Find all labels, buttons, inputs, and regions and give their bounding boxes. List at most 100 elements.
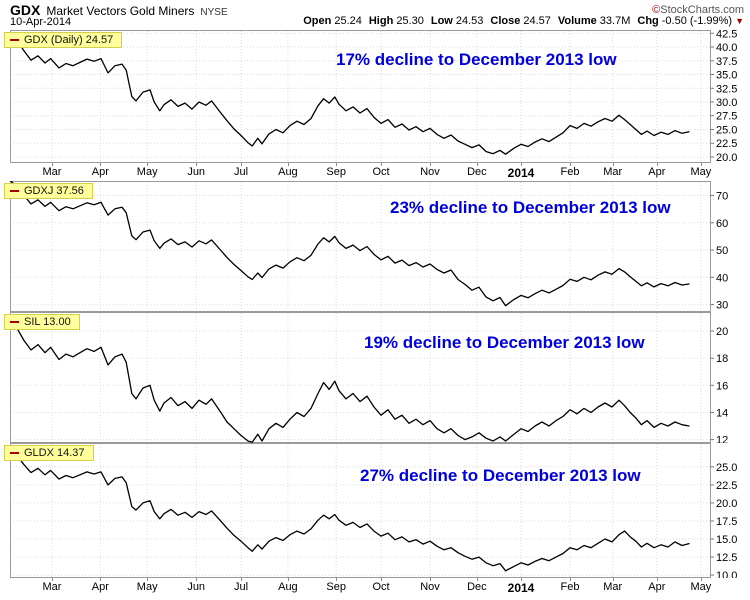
quote-value: 24.53 (455, 15, 484, 27)
quote-label: Low (430, 15, 453, 27)
month-label: Sep (326, 581, 346, 593)
month-label: Jun (187, 166, 206, 178)
svg-text:50: 50 (716, 245, 728, 257)
month-label: Nov (420, 166, 440, 178)
month-label: Dec (467, 166, 487, 178)
svg-text:20.0: 20.0 (716, 498, 737, 510)
x-axis-tick (700, 163, 702, 166)
month-label: Oct (372, 166, 390, 178)
svg-text:14: 14 (716, 408, 728, 420)
x-axis-tick (521, 578, 522, 581)
month-label: May (136, 166, 158, 178)
month-label: Dec (467, 581, 487, 593)
x-axis-tick (612, 578, 614, 581)
month-label: May (690, 166, 712, 178)
price-plot-svg-gdxj: 70 60 50 40 30 (9, 181, 728, 312)
quote-bar: Open 25.24 High 25.30 Low 24.53 Close 24.57 Volu… (296, 15, 744, 27)
ticker-symbol: GDX (10, 2, 41, 18)
month-label: May (690, 581, 712, 593)
svg-text:37.5: 37.5 (716, 56, 737, 68)
month-label: Mar (603, 581, 623, 593)
quote-label: High (368, 15, 394, 27)
svg-text:20: 20 (716, 326, 728, 338)
x-axis-tick (241, 578, 242, 581)
month-label: Oct (372, 581, 390, 593)
svg-text:22.5: 22.5 (716, 138, 737, 150)
quote-label: Open (303, 15, 332, 27)
month-label: Apr (91, 166, 109, 178)
x-axis-tick (700, 578, 702, 581)
legend-gdxj: GDXJ 37.56 (4, 183, 93, 199)
svg-text:30: 30 (716, 300, 728, 312)
x-axis-tick (100, 578, 102, 581)
series-line-swatch-icon (10, 321, 19, 323)
svg-text:32.5: 32.5 (716, 83, 737, 95)
month-label: Aug (278, 581, 298, 593)
x-axis-tick (241, 163, 242, 166)
x-axis-tick (287, 163, 289, 166)
copyright-text: StockCharts.com (660, 4, 744, 16)
annotation-gdx: 17% decline to December 2013 low (336, 50, 617, 69)
x-axis-tick (147, 163, 149, 166)
svg-text:20.0: 20.0 (716, 152, 737, 163)
svg-text:25.0: 25.0 (716, 462, 737, 474)
svg-text:70: 70 (716, 191, 728, 203)
month-label: Jul (233, 166, 249, 178)
panel-sil: 20 18 16 14 12 SIL 13.00 19% decline to Dece… (0, 312, 750, 443)
annotation-gldx: 27% decline to December 2013 low (360, 466, 641, 485)
svg-text:12.5: 12.5 (716, 552, 737, 564)
svg-text:22.5: 22.5 (716, 480, 737, 492)
legend-sil: SIL 13.00 (4, 314, 80, 330)
legend-label: GDX (Daily) 24.57 (24, 34, 114, 46)
chart-header: GDX Market Vectors Gold Miners NYSE (10, 2, 228, 18)
x-axis-tick (381, 163, 382, 166)
svg-text:15.0: 15.0 (716, 534, 737, 546)
x-axis-tick (476, 578, 478, 581)
quote-value: -0.50 (-1.99%) (661, 15, 733, 27)
x-axis-tick (430, 163, 431, 166)
quote-value: 25.24 (334, 15, 362, 27)
month-label: Nov (420, 581, 440, 593)
legend-label: GDXJ 37.56 (24, 185, 84, 197)
x-axis-months-top: Mar Apr May Jun Jul Aug Sep Oct Nov Dec 2014 Feb Mar… (0, 163, 750, 181)
chart-date: 10-Apr-2014 (10, 16, 72, 28)
series-line-swatch-icon (10, 452, 19, 454)
panel-gdxj: 70 60 50 40 30 GDXJ 37.56 23% decline to Dec… (0, 181, 750, 312)
legend-label: GLDX 14.37 (24, 447, 85, 459)
svg-text:60: 60 (716, 218, 728, 230)
change-down-triangle-icon: ▼ (735, 16, 744, 26)
month-label: Feb (560, 166, 580, 178)
x-axis-tick (430, 578, 431, 581)
svg-text:12: 12 (716, 435, 728, 443)
svg-text:40: 40 (716, 272, 728, 284)
x-axis-tick (287, 578, 289, 581)
month-label: Mar (42, 581, 62, 593)
svg-text:40.0: 40.0 (716, 42, 737, 54)
copyright-icon: © (652, 4, 661, 16)
month-label: Apr (648, 581, 666, 593)
exchange-label: NYSE (200, 7, 228, 18)
x-axis-tick (570, 578, 571, 581)
svg-text:25.0: 25.0 (716, 125, 737, 137)
price-plot-svg-gdx: 42.5 40.0 37.5 35.032.5 30.0 27.5 25.022.5 20.0 (9, 30, 737, 163)
x-axis-tick (656, 578, 658, 581)
svg-text:42.5: 42.5 (716, 30, 737, 40)
month-label: Sep (326, 166, 346, 178)
copyright-notice: ©StockCharts.com (652, 4, 744, 16)
month-label: Jul (233, 581, 249, 593)
price-plot-svg-sil: 20 18 16 14 12 (9, 312, 728, 443)
x-axis-tick (147, 578, 149, 581)
x-axis-tick (196, 578, 198, 581)
panel-gdx: 42.5 40.0 37.5 35.0 32.5 30.0 27.5 25.0 22.5 20.0… (0, 30, 750, 163)
x-axis-tick (521, 163, 522, 166)
series-line-swatch-icon (10, 39, 19, 41)
series-line-swatch-icon (10, 190, 19, 192)
month-label: May (136, 581, 158, 593)
security-name: Market Vectors Gold Miners (46, 4, 195, 18)
x-axis-tick (612, 163, 614, 166)
price-plot-svg-gldx: 25.0 22.5 20.0 17.5 15.0 12.5 10.0 (9, 443, 737, 578)
x-axis-tick (381, 578, 382, 581)
month-label: 2014 (507, 581, 535, 595)
quote-value: 25.30 (396, 15, 424, 27)
